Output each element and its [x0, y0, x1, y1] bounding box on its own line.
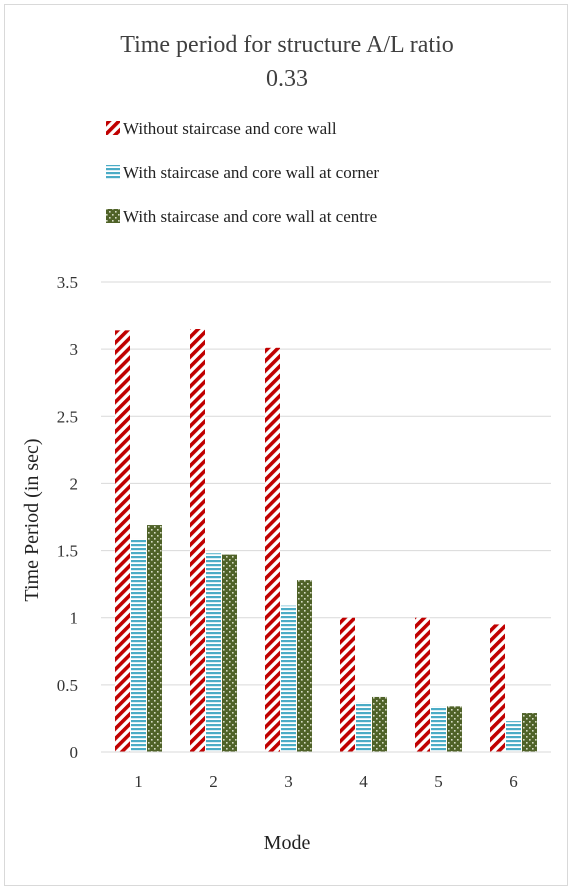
- bar-without-staircase-mode-4: [340, 617, 355, 752]
- chart-title: Time period for structure A/L ratio 0.33: [120, 32, 454, 92]
- legend-label-centre: With staircase and core wall at centre: [123, 207, 377, 226]
- y-axis-tick-labels: 0 0.5 1 1.5 2 2.5 3 3.5: [57, 273, 78, 762]
- bar-corner-mode-4: [356, 702, 371, 752]
- x-axis-tick-labels: 1 2 3 4 5 6: [134, 772, 518, 791]
- bar-without-staircase-mode-1: [115, 330, 130, 752]
- y-tick-label: 3.5: [57, 273, 78, 292]
- bar-corner-mode-1: [131, 538, 146, 752]
- x-tick-label: 6: [509, 772, 518, 791]
- bar-centre-mode-4: [372, 696, 387, 752]
- legend-label-without-staircase: Without staircase and core wall: [123, 119, 337, 138]
- legend-label-corner: With staircase and core wall at corner: [123, 163, 379, 182]
- bar-without-staircase-mode-5: [415, 617, 430, 752]
- y-tick-label: 1.5: [57, 542, 78, 561]
- legend-entry-corner: With staircase and core wall at corner: [106, 163, 379, 182]
- bar-centre-mode-2: [222, 554, 237, 752]
- y-axis-title: Time Period (in sec): [21, 438, 43, 601]
- y-tick-label: 1: [70, 609, 79, 628]
- chart-title-line-2: 0.33: [266, 66, 308, 92]
- bar-centre-mode-6: [522, 713, 537, 752]
- bars: [115, 329, 537, 752]
- y-tick-label: 0: [70, 743, 79, 762]
- bar-without-staircase-mode-6: [490, 624, 505, 752]
- chart-title-line-1: Time period for structure A/L ratio: [120, 32, 454, 58]
- x-tick-label: 4: [359, 772, 368, 791]
- bar-corner-mode-3: [281, 605, 296, 752]
- legend-swatch-without-staircase: [106, 121, 120, 135]
- x-axis-title: Mode: [264, 832, 311, 854]
- bar-centre-mode-3: [297, 580, 312, 752]
- x-tick-label: 1: [134, 772, 143, 791]
- bar-corner-mode-5: [431, 706, 446, 752]
- y-tick-label: 2.5: [57, 407, 78, 426]
- x-tick-label: 3: [284, 772, 293, 791]
- y-tick-label: 3: [70, 340, 79, 359]
- x-tick-label: 2: [209, 772, 218, 791]
- legend: Without staircase and core wall With sta…: [106, 119, 379, 226]
- bar-without-staircase-mode-2: [190, 329, 205, 752]
- legend-swatch-corner: [106, 165, 120, 179]
- y-tick-label: 2: [70, 474, 79, 493]
- bar-corner-mode-2: [206, 553, 221, 752]
- bar-centre-mode-5: [447, 706, 462, 752]
- x-tick-label: 5: [434, 772, 443, 791]
- legend-swatch-centre: [106, 209, 120, 223]
- bar-centre-mode-1: [147, 525, 162, 752]
- legend-entry-centre: With staircase and core wall at centre: [106, 207, 377, 226]
- gridlines: [101, 281, 551, 686]
- bar-corner-mode-6: [506, 721, 521, 752]
- bar-without-staircase-mode-3: [265, 347, 280, 752]
- y-tick-label: 0.5: [57, 676, 78, 695]
- legend-entry-without-staircase: Without staircase and core wall: [106, 119, 337, 138]
